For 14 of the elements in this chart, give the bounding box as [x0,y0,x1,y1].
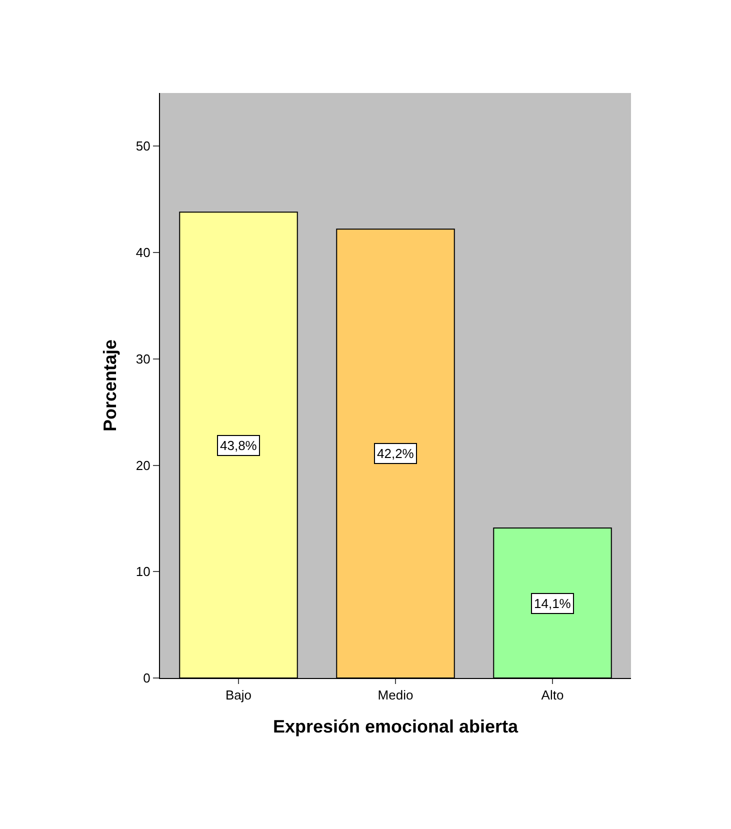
y-tick-label: 30 [136,351,150,366]
y-tick-label: 40 [136,245,150,260]
y-axis-title: Porcentaje [100,339,120,432]
data-label: 43,8% [220,438,258,453]
data-label: 14,1% [534,596,572,611]
y-tick-label: 10 [136,564,150,580]
data-label: 42,2% [377,446,414,461]
x-axis-title: Expresión emocional abierta [272,716,520,737]
y-tick-label: 20 [136,458,150,473]
x-tick-label: Medio [378,688,414,703]
x-tick-label: Alto [541,688,564,703]
x-tick-label: Bajo [225,688,252,703]
y-tick-label: 50 [136,138,150,154]
y-tick-label: 0 [143,670,150,686]
